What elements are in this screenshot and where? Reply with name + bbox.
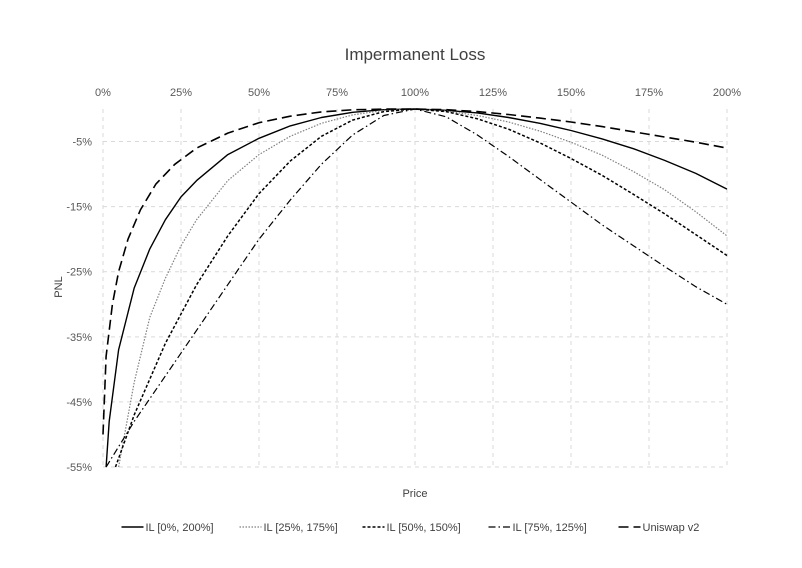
legend-label: Uniswap v2 — [643, 522, 700, 534]
x-axis-title: Price — [402, 488, 427, 500]
x-tick-label: 50% — [248, 87, 270, 99]
legend-item: IL [50%, 150%] — [362, 522, 461, 534]
y-tick-label: -15% — [66, 202, 92, 214]
y-tick-label: -45% — [66, 397, 92, 409]
y-tick-label: -55% — [66, 462, 92, 474]
legend-label: IL [0%, 200%] — [146, 522, 214, 534]
y-tick-label: -35% — [66, 332, 92, 344]
series-line — [105, 108, 728, 468]
legend-label: IL [50%, 150%] — [387, 522, 461, 534]
x-tick-label: 25% — [170, 87, 192, 99]
y-axis-title: PNL — [53, 276, 65, 297]
series-line — [118, 108, 728, 468]
y-tick-label: -25% — [66, 267, 92, 279]
legend-item: Uniswap v2 — [618, 522, 700, 534]
y-tick-labels: -5% -15% -25% -35% -45% -55% — [66, 137, 92, 474]
x-tick-label: 175% — [635, 87, 663, 99]
series-lines — [102, 108, 728, 468]
legend-item: IL [0%, 200%] — [121, 522, 214, 534]
chart-title: Impermanent Loss — [345, 45, 486, 64]
x-tick-label: 75% — [326, 87, 348, 99]
x-tick-label: 125% — [479, 87, 507, 99]
x-tick-label: 100% — [401, 87, 429, 99]
series-line — [102, 108, 728, 435]
legend: IL [0%, 200%] IL [25%, 175%] IL [50%, 150%… — [121, 522, 700, 534]
x-tick-labels: 0% 25% 50% 75% 100% 125% 150% 175% 200% — [95, 87, 741, 99]
legend-item: IL [25%, 175%] — [239, 522, 338, 534]
series-line — [114, 108, 728, 468]
y-tick-label: -5% — [72, 137, 92, 149]
series-line — [105, 108, 728, 468]
x-tick-label: 150% — [557, 87, 585, 99]
grid-lines — [102, 109, 728, 468]
legend-item: IL [75%, 125%] — [488, 522, 587, 534]
x-tick-label: 200% — [713, 87, 741, 99]
legend-label: IL [75%, 125%] — [513, 522, 587, 534]
x-tick-label: 0% — [95, 87, 111, 99]
legend-label: IL [25%, 175%] — [264, 522, 338, 534]
